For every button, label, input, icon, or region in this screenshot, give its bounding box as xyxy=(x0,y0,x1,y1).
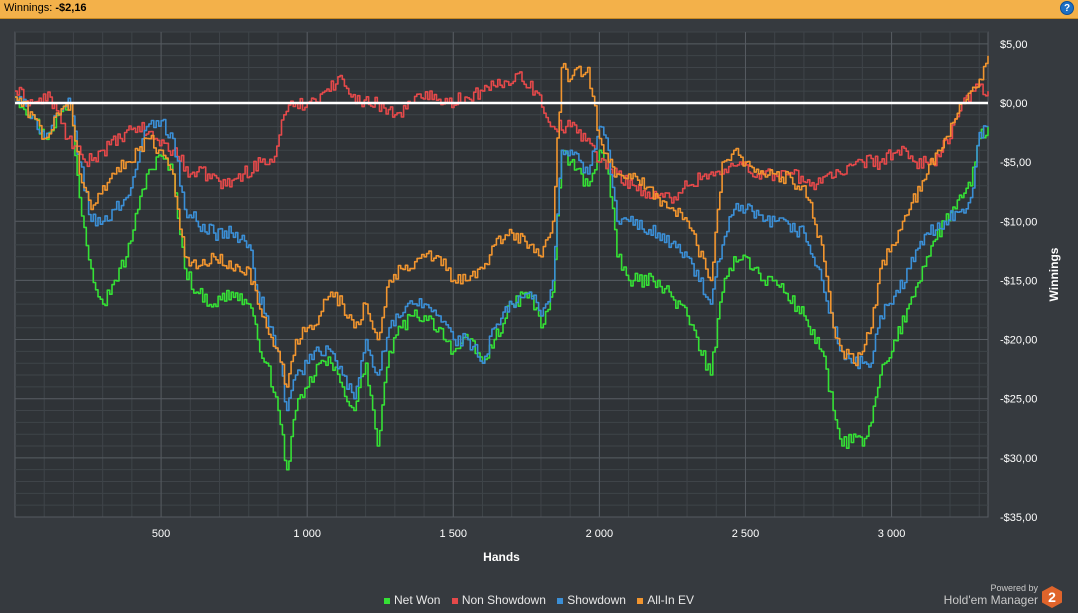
series-line-all-in-ev xyxy=(15,55,989,388)
series-line-non-showdown xyxy=(15,71,989,204)
y-axis-title: Winnings xyxy=(1047,247,1061,301)
y-tick-label: -$35,00 xyxy=(1000,512,1037,524)
winnings-header: Winnings: -$2,16 ? xyxy=(0,0,1078,19)
grid xyxy=(15,31,988,518)
legend-item-non-showdown[interactable]: Non Showdown xyxy=(451,593,546,607)
series-layer xyxy=(15,55,989,471)
winnings-chart: $5,00 $0,00 -$5,00 -$10,00 -$15,00 -$20,00 -$2… xyxy=(14,31,1061,564)
winnings-value: -$2,16 xyxy=(55,2,87,14)
y-tick-label: -$25,00 xyxy=(1000,394,1037,406)
winnings-label: Winnings: -$2,16 xyxy=(4,2,87,14)
help-icon[interactable]: ? xyxy=(1060,1,1074,15)
x-tick-label: 1 000 xyxy=(293,528,321,540)
x-tick-label: 1 500 xyxy=(440,528,468,540)
y-tick-label: $5,00 xyxy=(1000,39,1028,51)
y-tick-label: -$30,00 xyxy=(1000,453,1037,465)
x-tick-label: 2 000 xyxy=(586,528,614,540)
powered-by: Powered by Hold'em Manager xyxy=(944,583,1038,607)
hm-logo-digit: 2 xyxy=(1048,589,1056,605)
hm-logo-icon: 2 xyxy=(1042,586,1062,608)
tick-labels: $5,00 $0,00 -$5,00 -$10,00 -$15,00 -$20,00 -$2… xyxy=(152,39,1037,540)
x-axis-title: Hands xyxy=(483,550,520,564)
product-name: Hold'em Manager xyxy=(943,593,1038,607)
y-tick-label: -$15,00 xyxy=(1000,275,1037,287)
y-tick-label: $0,00 xyxy=(1000,98,1028,110)
x-tick-label: 2 500 xyxy=(732,528,760,540)
powered-by-label: Powered by xyxy=(990,583,1038,593)
legend-item-showdown[interactable]: Showdown xyxy=(557,593,626,607)
y-tick-label: -$10,00 xyxy=(1000,216,1037,228)
legend-item-all-in-ev[interactable]: All-In EV xyxy=(637,593,694,607)
legend-item-net-won[interactable]: Net Won xyxy=(384,593,440,607)
legend: Net Won Non Showdown Showdown All-In EV xyxy=(0,593,1078,607)
x-tick-label: 500 xyxy=(152,528,170,540)
y-tick-label: -$5,00 xyxy=(1000,157,1031,169)
y-tick-label: -$20,00 xyxy=(1000,335,1037,347)
x-tick-label: 3 000 xyxy=(878,528,906,540)
